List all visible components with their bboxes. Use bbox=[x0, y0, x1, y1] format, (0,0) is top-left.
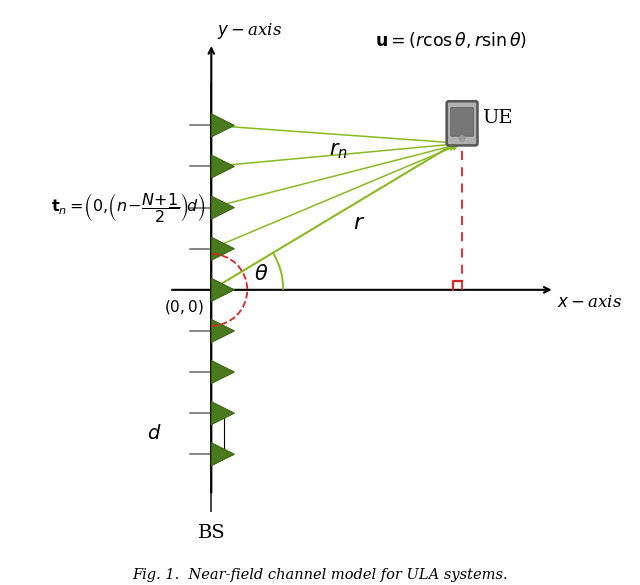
Circle shape bbox=[460, 136, 465, 142]
Text: $\theta$: $\theta$ bbox=[254, 264, 269, 284]
FancyBboxPatch shape bbox=[451, 108, 474, 136]
Polygon shape bbox=[211, 319, 234, 342]
Text: $\mathbf{t}_n=\!\left(0,\!\left(n\!-\!\dfrac{N\!+\!1}{2}\right)\!d\right)$: $\mathbf{t}_n=\!\left(0,\!\left(n\!-\!\d… bbox=[51, 191, 205, 224]
Polygon shape bbox=[211, 360, 234, 384]
Polygon shape bbox=[211, 155, 234, 178]
Text: $d$: $d$ bbox=[147, 424, 161, 443]
Text: BS: BS bbox=[198, 524, 225, 542]
FancyBboxPatch shape bbox=[447, 101, 477, 146]
Text: $y-$axis: $y-$axis bbox=[218, 20, 283, 40]
Text: $r_n$: $r_n$ bbox=[330, 142, 348, 161]
Polygon shape bbox=[211, 196, 234, 219]
Polygon shape bbox=[211, 237, 234, 260]
Text: $x-$axis: $x-$axis bbox=[557, 294, 622, 311]
Text: Fig. 1.  Near-field channel model for ULA systems.: Fig. 1. Near-field channel model for ULA… bbox=[132, 568, 508, 582]
Polygon shape bbox=[211, 278, 234, 301]
Polygon shape bbox=[211, 443, 234, 466]
Text: $(0,0)$: $(0,0)$ bbox=[164, 298, 204, 315]
Text: $r$: $r$ bbox=[353, 212, 365, 234]
Polygon shape bbox=[211, 401, 234, 425]
Text: $\mathbf{u}=(r\cos\theta,r\sin\theta)$: $\mathbf{u}=(r\cos\theta,r\sin\theta)$ bbox=[374, 30, 527, 50]
Text: UE: UE bbox=[482, 109, 512, 127]
Polygon shape bbox=[211, 114, 234, 137]
